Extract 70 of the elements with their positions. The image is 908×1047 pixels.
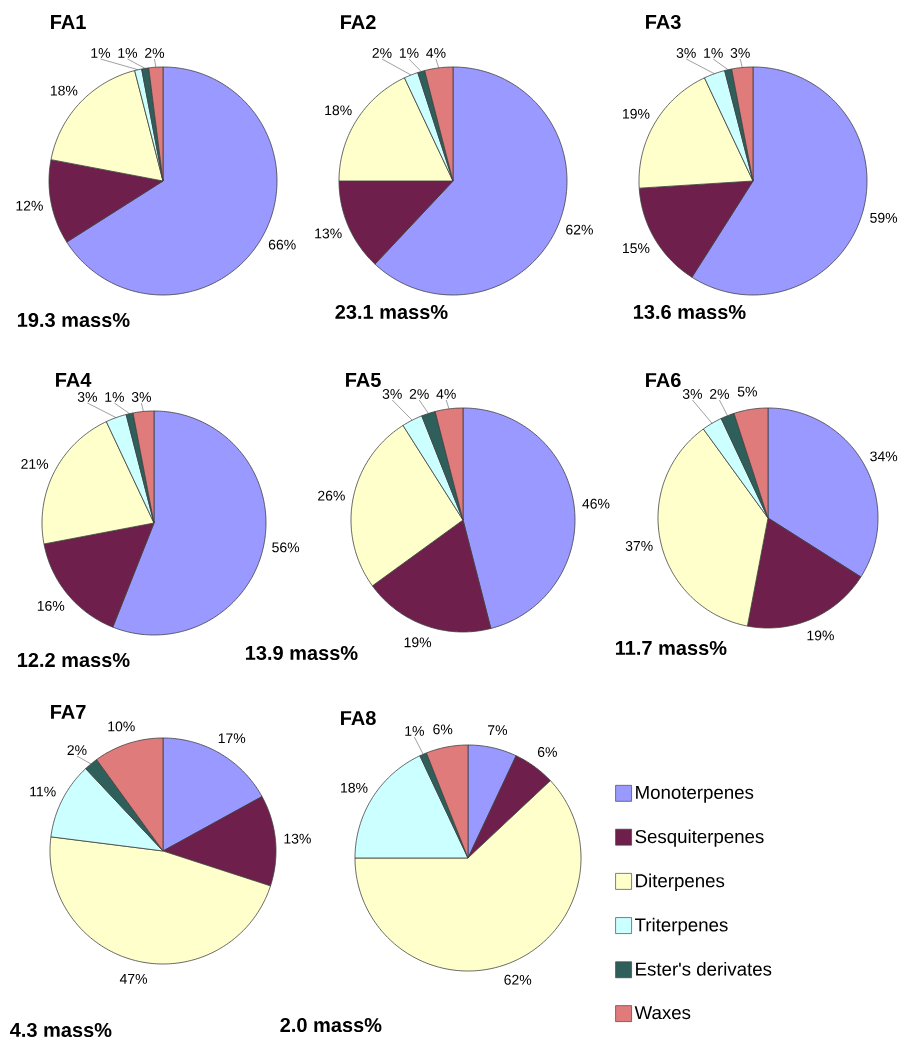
- data-label: 47%: [119, 973, 148, 984]
- data-label: 15%: [623, 243, 650, 254]
- data-label: 2%: [409, 389, 429, 399]
- data-label: 2%: [67, 745, 87, 755]
- data-label: 3%: [77, 392, 97, 402]
- data-label: 1%: [399, 48, 419, 58]
- data-label: 4%: [436, 389, 456, 399]
- data-label: 18%: [341, 782, 368, 793]
- data-label: 3%: [131, 392, 151, 402]
- data-label: 11%: [30, 786, 56, 797]
- data-label: 7%: [488, 725, 508, 736]
- data-label: 6%: [433, 724, 453, 735]
- data-label: 3%: [730, 48, 750, 58]
- legend-label: Ester's derivates: [636, 962, 772, 976]
- data-label: 62%: [504, 974, 532, 985]
- data-label: 66%: [268, 239, 296, 250]
- data-label: 17%: [218, 733, 246, 744]
- data-label: 13%: [315, 228, 342, 239]
- data-label: 18%: [50, 85, 78, 96]
- data-label: 26%: [318, 490, 345, 501]
- data-label: 56%: [272, 542, 300, 553]
- data-label: 21%: [21, 459, 49, 469]
- data-label: 4%: [426, 48, 446, 58]
- data-label: 19%: [623, 108, 650, 119]
- text: 13.6 mass%: [633, 304, 746, 320]
- data-label: 46%: [582, 498, 610, 509]
- legend-label: Diterpenes: [636, 873, 725, 892]
- data-label: 3%: [382, 389, 402, 399]
- data-label: 19%: [404, 637, 432, 648]
- data-label: 2%: [372, 48, 392, 58]
- chart-title: FA8: [341, 710, 376, 726]
- data-label: 1%: [91, 48, 111, 58]
- chart-title: FA4: [56, 373, 92, 387]
- text: 23.1 mass%: [335, 304, 448, 320]
- text: 19.3 mass%: [17, 312, 130, 328]
- data-label: 1%: [704, 48, 723, 58]
- data-label: 3%: [676, 48, 696, 58]
- data-label: 59%: [870, 212, 898, 223]
- data-label: 5%: [737, 386, 757, 397]
- data-label: 1%: [105, 392, 124, 402]
- data-label: 13%: [284, 833, 311, 844]
- data-label: 16%: [37, 600, 65, 611]
- data-label: 62%: [566, 224, 593, 235]
- text: 13.9 mass%: [245, 645, 358, 661]
- data-label: 1%: [405, 726, 424, 736]
- data-label: 1%: [118, 48, 138, 58]
- data-label: 10%: [108, 721, 135, 732]
- data-label: 12%: [16, 200, 43, 211]
- legend-label: Sesquiterpenes: [635, 829, 764, 847]
- text: 12.2 mass%: [17, 652, 130, 668]
- chart-title: FA1: [51, 15, 86, 29]
- data-label: 37%: [625, 540, 653, 551]
- chart-title: FA5: [346, 373, 381, 387]
- chart-title: FA7: [51, 705, 86, 719]
- text: 11.7 mass%: [615, 640, 727, 656]
- chart-title: FA3: [646, 14, 681, 30]
- data-label: 18%: [325, 105, 352, 116]
- data-label: 2%: [145, 48, 165, 58]
- text: 2.0 mass%: [280, 1017, 382, 1033]
- chart-title: FA6: [646, 372, 681, 388]
- text: 4.3 mass%: [10, 1022, 112, 1038]
- legend-label: Triterpenes: [635, 917, 728, 936]
- chart-title: FA2: [341, 15, 376, 29]
- data-label: 2%: [710, 389, 730, 399]
- data-label: 19%: [807, 630, 834, 641]
- legend-label: Waxes: [634, 1006, 691, 1020]
- legend-label: Monoterpenes: [636, 785, 754, 803]
- data-label: 6%: [537, 747, 557, 757]
- data-label: 3%: [682, 389, 703, 399]
- data-label: 34%: [870, 451, 898, 462]
